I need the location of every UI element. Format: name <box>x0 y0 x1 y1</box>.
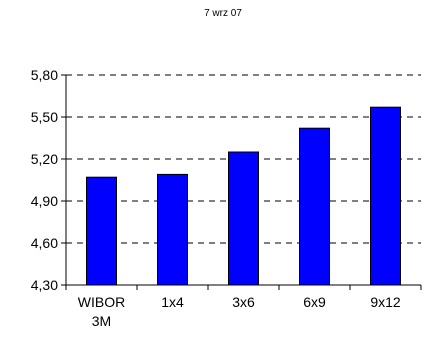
y-tick-label: 5,50 <box>31 109 58 125</box>
x-tick-label: 3x6 <box>232 294 255 310</box>
x-tick-label: 1x4 <box>161 294 184 310</box>
y-tick-label: 4,30 <box>31 277 58 293</box>
y-tick-label: 5,20 <box>31 151 58 167</box>
axes <box>61 74 422 290</box>
x-tick-label: 6x9 <box>303 294 326 310</box>
bars <box>86 106 401 286</box>
x-tick-labels: WIBOR 3M 1x4 3x6 6x9 9x12 <box>78 294 401 329</box>
bar <box>228 151 259 286</box>
y-tick-label: 5,80 <box>31 67 58 83</box>
chart-title: 7 wrz 07 <box>204 8 242 19</box>
y-tick-label: 4,90 <box>31 193 58 209</box>
bar <box>299 127 330 286</box>
bar <box>157 173 188 286</box>
bar <box>370 106 401 286</box>
x-tick-label: 9x12 <box>370 294 401 310</box>
x-tick-label: WIBOR 3M <box>78 294 125 329</box>
bar <box>86 176 117 286</box>
y-tick-label: 4,60 <box>31 235 58 251</box>
y-tick-labels: 4,30 4,60 4,90 5,20 5,50 5,80 <box>31 67 58 293</box>
